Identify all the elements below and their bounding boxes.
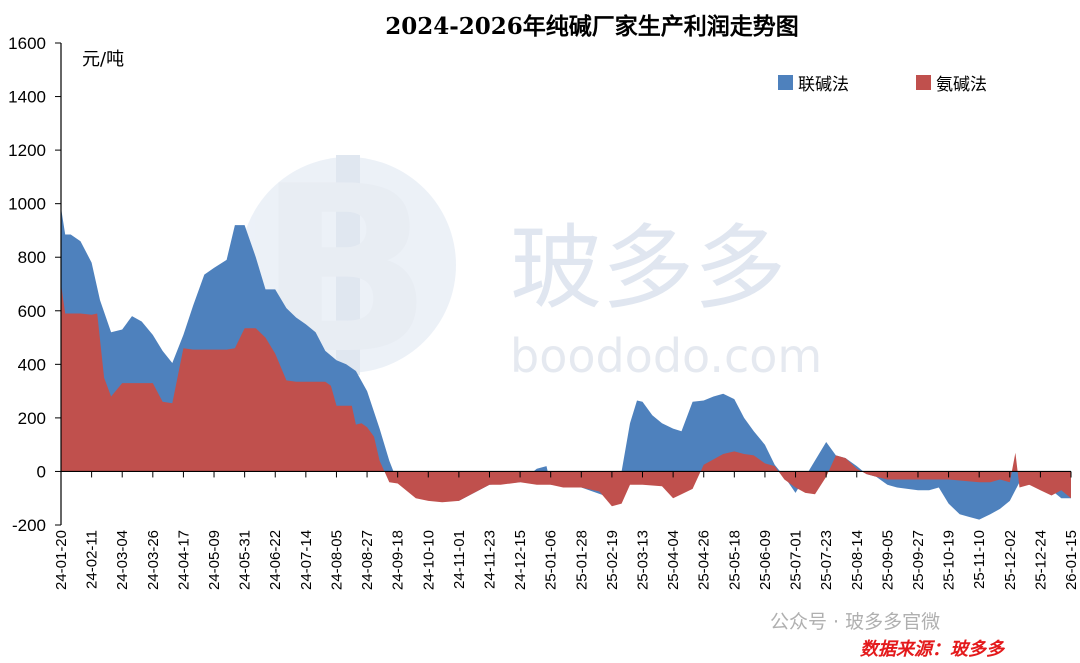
x-tick-label: 25-09-27 xyxy=(910,530,927,590)
y-axis-unit: 元/吨 xyxy=(82,49,124,70)
x-tick-label: 24-02-11 xyxy=(84,530,101,589)
x-tick-label: 25-01-06 xyxy=(543,530,560,590)
watermark-domain: boododo.com xyxy=(510,329,822,383)
legend-swatch-0 xyxy=(778,75,793,90)
y-tick-label: 1400 xyxy=(8,88,46,107)
x-tick-label: 24-05-09 xyxy=(206,530,223,590)
x-tick-label: 25-09-05 xyxy=(879,530,896,590)
legend: 联碱法 氨碱法 xyxy=(778,75,987,95)
x-tick-label: 24-03-04 xyxy=(114,530,131,590)
x-tick-label: 25-11-10 xyxy=(971,530,988,589)
x-tick-label: 24-08-27 xyxy=(359,530,376,590)
watermark-logo-bar xyxy=(336,155,360,375)
x-tick-label: 25-08-14 xyxy=(849,530,866,590)
x-tick-label: 24-10-10 xyxy=(420,530,437,590)
x-tick-label: 24-12-15 xyxy=(512,530,529,590)
y-tick-label: 0 xyxy=(37,462,46,481)
y-tick-label: -200 xyxy=(12,516,46,535)
x-tick-label: 25-07-01 xyxy=(788,530,805,590)
x-tick-label: 24-07-14 xyxy=(298,530,315,590)
x-tick-label: 24-11-01 xyxy=(451,530,468,589)
x-tick-label: 26-01-15 xyxy=(1063,530,1080,590)
plot-areas xyxy=(61,207,1071,520)
legend-label-1: 氨碱法 xyxy=(936,75,987,95)
y-tick-label: 600 xyxy=(18,302,46,321)
wechat-watermark: 公众号 · 玻多多官微 xyxy=(770,611,940,633)
x-tick-label: 25-06-09 xyxy=(757,530,774,590)
y-tick-label: 800 xyxy=(18,248,46,267)
watermark-name: 玻多多 xyxy=(510,215,786,322)
legend-label-0: 联碱法 xyxy=(798,75,849,95)
series-area-1 xyxy=(61,284,1071,507)
x-tick-label: 24-05-31 xyxy=(237,530,254,590)
x-tick-label: 25-04-26 xyxy=(696,530,713,590)
y-tick-label: 1200 xyxy=(8,141,46,160)
x-tick-label: 24-04-17 xyxy=(175,530,192,590)
x-tick-label: 25-01-28 xyxy=(573,530,590,590)
y-tick-label: 1000 xyxy=(8,195,46,214)
axes: -200 0 200 400 600 800 1000 1200 1400 1600 24-01-2… xyxy=(8,34,1080,590)
x-tick-label: 25-02-19 xyxy=(604,530,621,590)
x-tick-label: 24-09-18 xyxy=(390,530,407,590)
x-tick-label: 24-01-20 xyxy=(53,530,70,590)
x-tick-label: 25-03-13 xyxy=(635,530,652,590)
legend-swatch-1 xyxy=(916,75,931,90)
x-tick-label: 24-08-05 xyxy=(329,530,346,590)
x-tick-label: 25-10-19 xyxy=(941,530,958,590)
chart-title: 2024-2026年纯碱厂家生产利润走势图 xyxy=(385,13,799,40)
y-tick-label: 200 xyxy=(18,409,46,428)
y-tick-label: 1600 xyxy=(8,34,46,53)
x-tick-label: 24-03-26 xyxy=(145,530,162,590)
x-tick-label: 25-04-04 xyxy=(665,530,682,590)
x-tick-label: 24-11-23 xyxy=(482,530,499,589)
data-source-credit: 数据来源：玻多多 xyxy=(860,639,1006,660)
x-tick-label: 25-12-24 xyxy=(1032,530,1049,590)
x-tick-label: 25-07-23 xyxy=(818,530,835,590)
x-tick-label: 25-12-02 xyxy=(1002,530,1019,590)
y-tick-label: 400 xyxy=(18,355,46,374)
x-tick-label: 25-05-18 xyxy=(726,530,743,590)
x-tick-label: 24-06-22 xyxy=(267,530,284,590)
